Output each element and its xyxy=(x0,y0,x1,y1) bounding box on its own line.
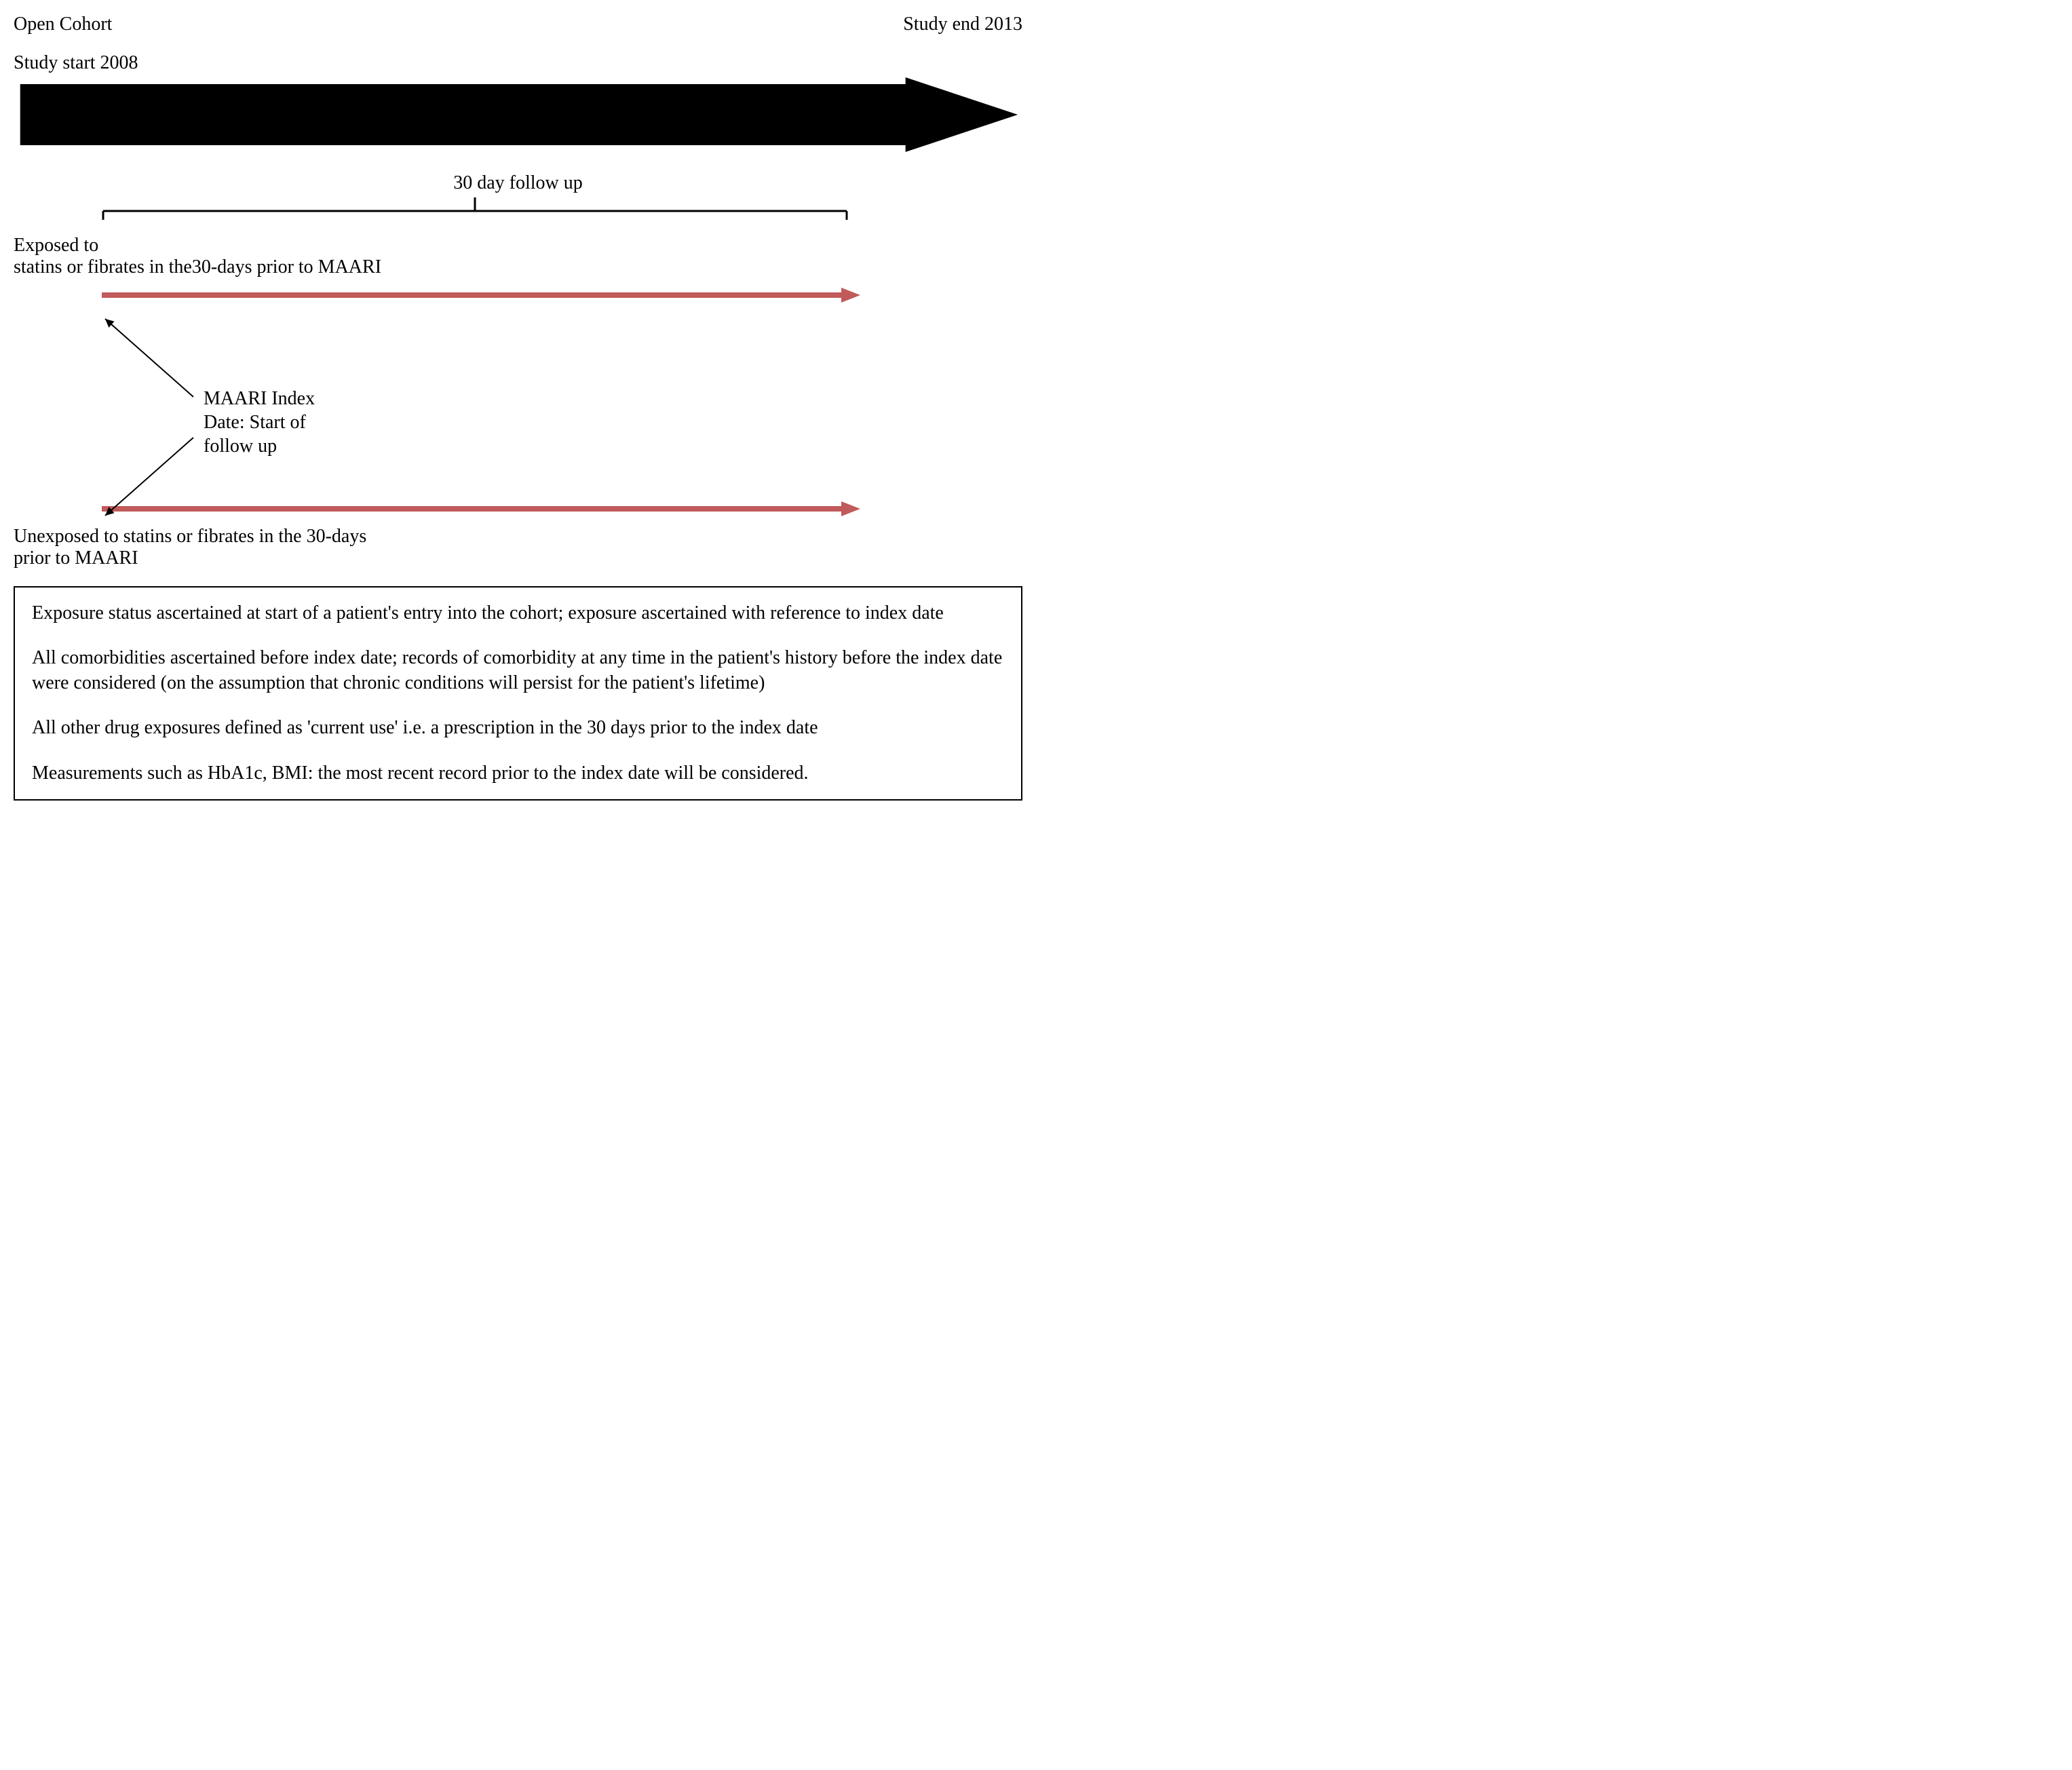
maari-pointer-arrows xyxy=(102,315,210,526)
followup-bracket xyxy=(102,197,848,221)
unexposed-line1: Unexposed to statins or fibrates in the … xyxy=(14,526,366,547)
maari-line1: MAARI Index xyxy=(204,388,315,409)
followup-label: 30 day follow up xyxy=(14,172,1022,194)
maari-line3: follow up xyxy=(204,436,277,457)
exposed-group-label: Exposed to statins or fibrates in the30-… xyxy=(14,235,1022,278)
header-row: Open Cohort Study end 2013 xyxy=(14,14,1022,35)
unexposed-group-label: Unexposed to statins or fibrates in the … xyxy=(14,526,1022,569)
exposed-timeline-arrow xyxy=(102,285,862,305)
definitions-para2: All comorbidities ascertained before ind… xyxy=(32,646,1004,695)
timeline-arrow-svg xyxy=(14,77,1022,152)
study-end-label: Study end 2013 xyxy=(903,14,1022,35)
definitions-box: Exposure status ascertained at start of … xyxy=(14,586,1022,801)
definitions-para4: Measurements such as HbA1c, BMI: the mos… xyxy=(32,761,1004,786)
study-design-diagram: Open Cohort Study end 2013 Study start 2… xyxy=(14,14,1022,801)
open-cohort-label: Open Cohort xyxy=(14,14,112,35)
timeline-arrow xyxy=(14,77,1022,152)
maari-index-pointer-block: MAARI Index Date: Start of follow up xyxy=(102,315,1022,519)
exposed-line1: Exposed to xyxy=(14,235,98,256)
unexposed-line2: prior to MAARI xyxy=(14,547,138,569)
exposed-line2: statins or fibrates in the30-days prior … xyxy=(14,256,381,277)
definitions-para3: All other drug exposures defined as 'cur… xyxy=(32,716,1004,740)
definitions-para1: Exposure status ascertained at start of … xyxy=(32,601,1004,626)
study-start-label: Study start 2008 xyxy=(14,52,1022,74)
maari-line2: Date: Start of xyxy=(204,412,306,433)
maari-index-text: MAARI Index Date: Start of follow up xyxy=(204,387,315,458)
